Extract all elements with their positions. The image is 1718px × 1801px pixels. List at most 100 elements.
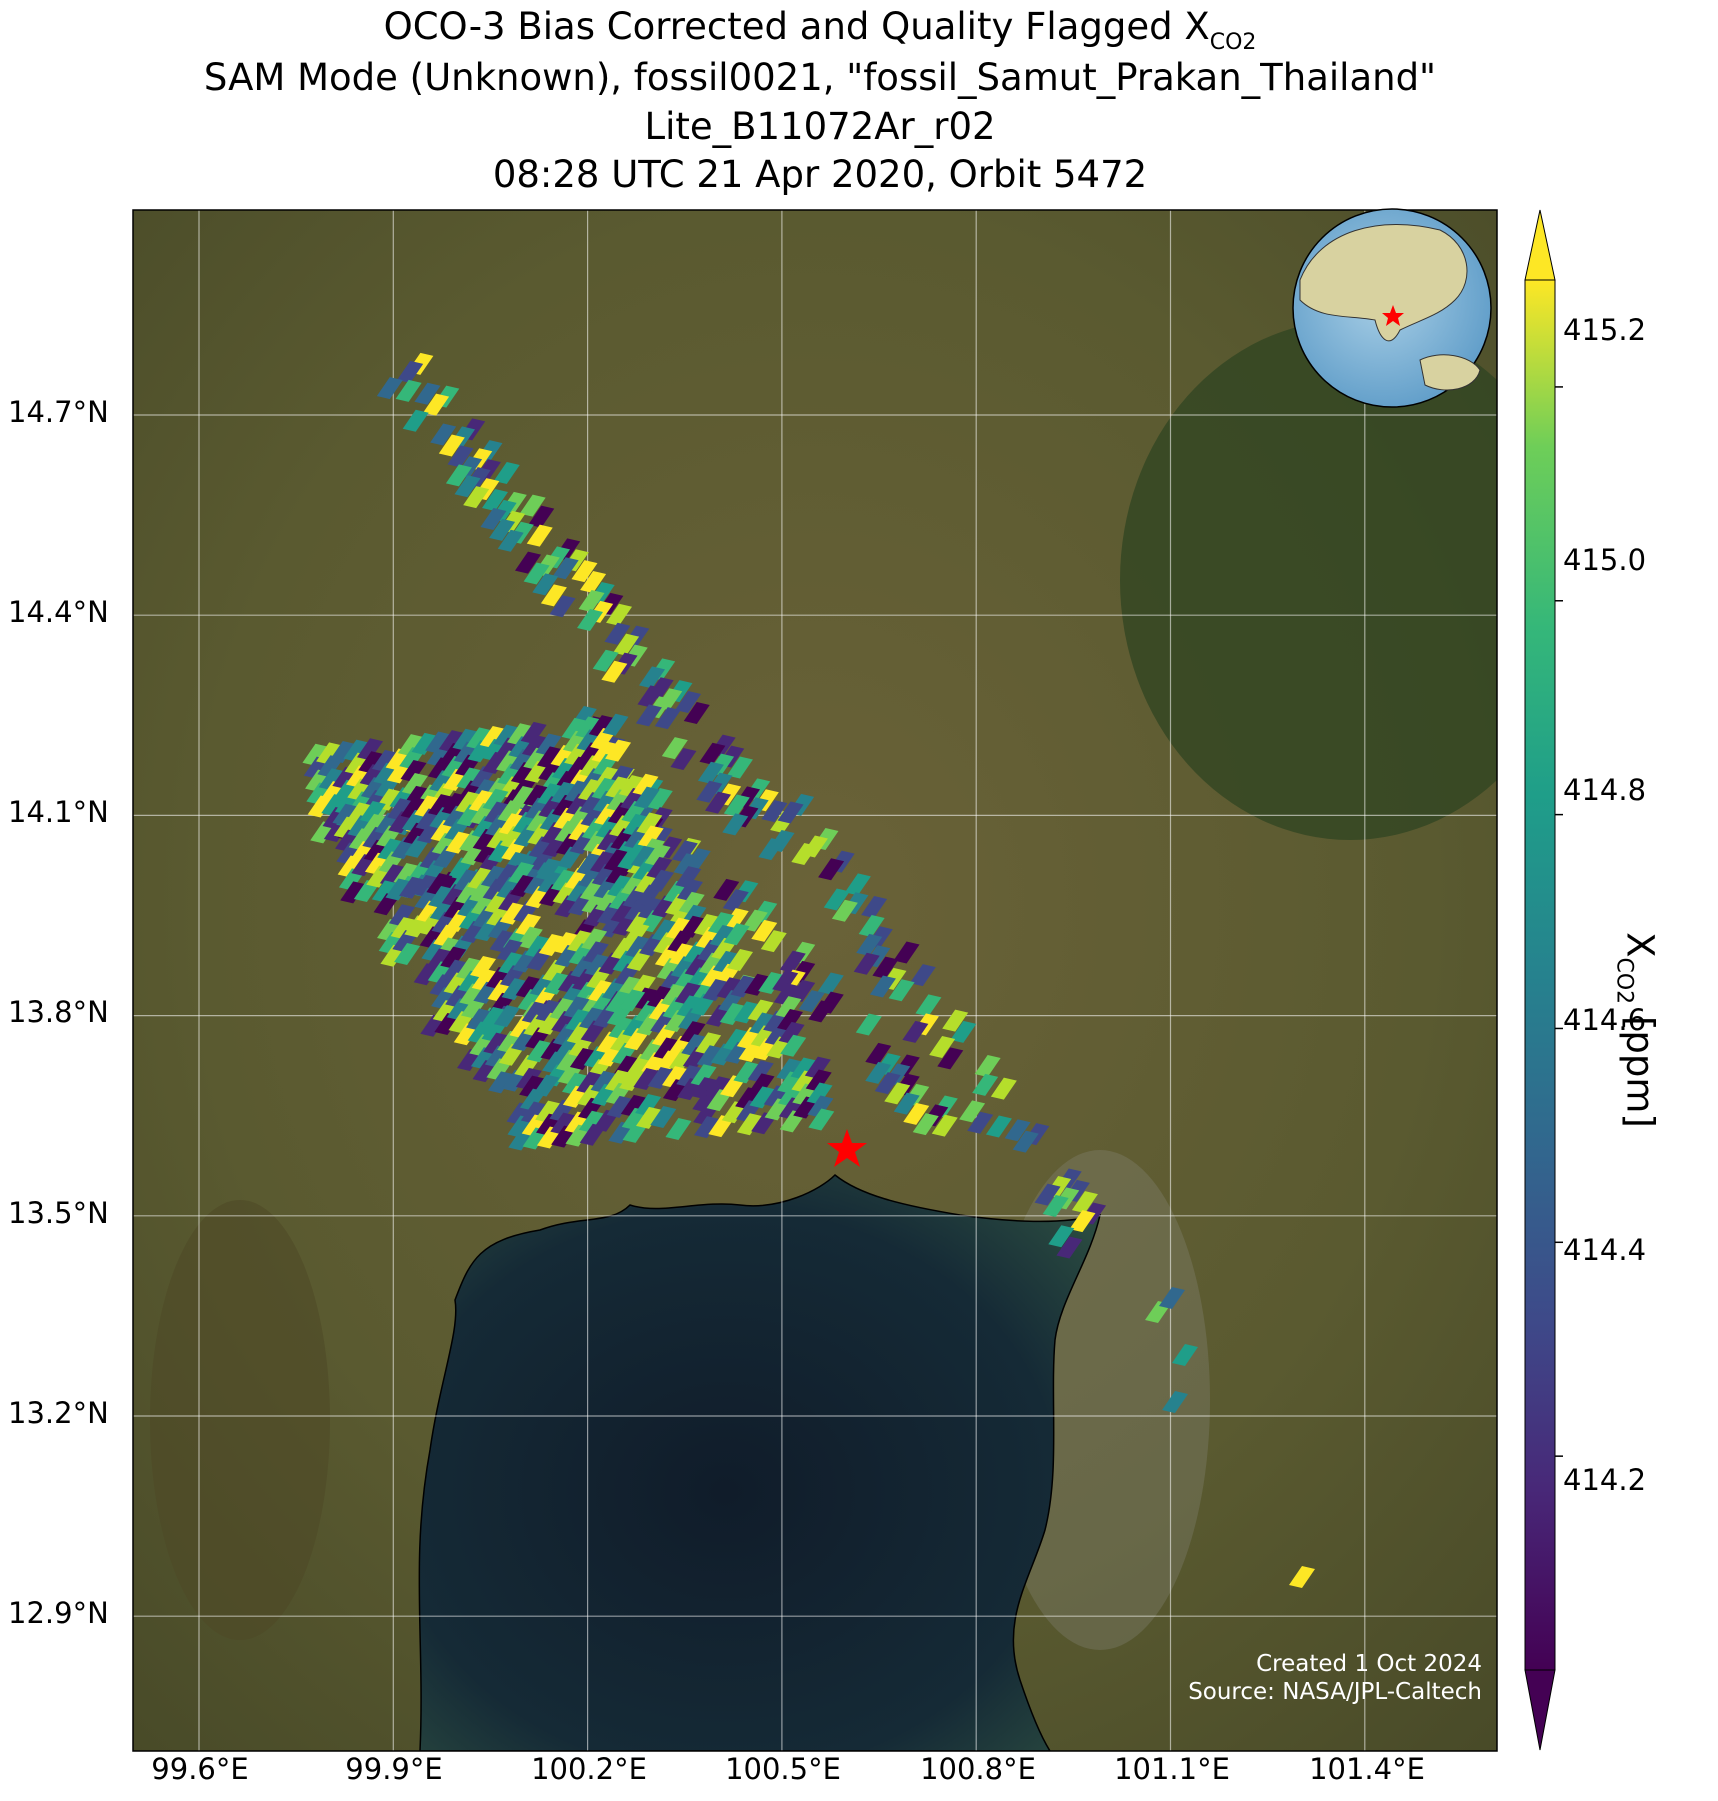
sounding-cell bbox=[972, 1073, 999, 1096]
lat-tick-label: 13.2°N bbox=[8, 1396, 109, 1430]
sounding-cell bbox=[678, 891, 705, 914]
sounding-cell bbox=[779, 950, 806, 973]
sounding-cell bbox=[1289, 1566, 1315, 1588]
sounding-cell bbox=[605, 776, 632, 799]
colorbar bbox=[1524, 209, 1563, 1751]
sounding-cell bbox=[441, 959, 468, 982]
sounding-cell bbox=[515, 1067, 542, 1090]
sounding-cell bbox=[651, 919, 678, 942]
plot-title-line3: Lite_B11072Ar_r02 bbox=[644, 105, 996, 148]
sounding-cell bbox=[456, 767, 483, 790]
sounding-cell bbox=[605, 739, 632, 762]
sounding-cell bbox=[452, 728, 479, 751]
sounding-cell bbox=[537, 871, 564, 894]
sounding-cell bbox=[1071, 1191, 1098, 1214]
sounding-cell bbox=[430, 423, 457, 446]
sounding-cell bbox=[516, 926, 543, 949]
sounding-cell bbox=[514, 551, 541, 574]
sounding-cell bbox=[455, 957, 482, 980]
sounding-cell bbox=[346, 802, 373, 825]
sounding-cell bbox=[520, 721, 547, 744]
sounding-cell bbox=[480, 507, 507, 530]
sounding-cell bbox=[582, 941, 609, 964]
sounding-cell bbox=[426, 948, 453, 971]
sounding-cell bbox=[414, 382, 441, 405]
sounding-cell bbox=[635, 704, 662, 727]
sounding-cell bbox=[441, 792, 468, 815]
sounding-cell bbox=[650, 1105, 677, 1128]
sounding-cell bbox=[723, 923, 750, 946]
sounding-cell bbox=[575, 716, 602, 739]
sounding-cell bbox=[974, 1054, 1001, 1077]
sounding-cell bbox=[733, 1061, 760, 1084]
lon-tick-label: 100.5°E bbox=[725, 1752, 841, 1786]
sounding-cell bbox=[565, 1009, 592, 1032]
sounding-cell bbox=[489, 930, 516, 953]
lon-tick-label: 99.6°E bbox=[151, 1752, 249, 1786]
sounding-cell bbox=[549, 998, 576, 1021]
colorbar-tick-label: 414.8 bbox=[1563, 773, 1647, 807]
sounding-cell bbox=[561, 1072, 588, 1095]
sounding-cell bbox=[673, 853, 700, 876]
sounding-cell bbox=[576, 1071, 603, 1094]
sounding-cell bbox=[893, 1092, 920, 1115]
sounding-cell bbox=[744, 973, 771, 996]
sounding-cell bbox=[675, 691, 702, 714]
sounding-cell bbox=[696, 1045, 723, 1068]
sounding-cell bbox=[791, 843, 818, 866]
sounding-cell bbox=[402, 409, 429, 432]
colorbar-tick-label: 415.2 bbox=[1563, 313, 1647, 347]
sounding-cell bbox=[501, 978, 528, 1001]
colorbar-tick-label: 414.4 bbox=[1563, 1233, 1647, 1267]
sounding-cell bbox=[619, 989, 646, 1012]
sounding-cell bbox=[567, 930, 594, 953]
sounding-cell bbox=[526, 1040, 553, 1063]
sounding-cell bbox=[817, 972, 844, 995]
sounding-cell bbox=[893, 941, 920, 964]
sounding-cell bbox=[705, 1076, 732, 1099]
sounding-cell bbox=[777, 801, 804, 824]
sounding-cell bbox=[343, 739, 370, 762]
lat-tick-label: 14.1°N bbox=[8, 795, 109, 829]
sounding-cell bbox=[387, 798, 414, 821]
sounding-cell bbox=[550, 869, 577, 892]
sounding-cell bbox=[726, 756, 753, 779]
sounding-cell bbox=[332, 803, 359, 826]
sounding-cell bbox=[591, 777, 618, 800]
sounding-cell bbox=[808, 1108, 835, 1131]
sounding-cell bbox=[538, 933, 565, 956]
sounding-cell bbox=[695, 1032, 722, 1055]
sounding-cell bbox=[590, 851, 617, 874]
sounding-cell bbox=[749, 1012, 776, 1035]
sounding-cell bbox=[428, 885, 455, 908]
sounding-cell bbox=[679, 1021, 706, 1044]
sounding-cell bbox=[515, 976, 542, 999]
sounding-cell bbox=[831, 899, 858, 922]
sounding-cell bbox=[775, 996, 802, 1019]
sounding-cell bbox=[747, 1060, 774, 1083]
plot-title-line1: OCO-3 Bias Corrected and Quality Flagged… bbox=[383, 5, 1257, 56]
sounding-cell bbox=[581, 928, 608, 951]
sounding-cell bbox=[632, 773, 659, 796]
sounding-cell bbox=[613, 633, 640, 656]
sounding-cell bbox=[329, 740, 356, 763]
sounding-cell bbox=[468, 790, 495, 813]
sounding-cell bbox=[990, 1077, 1017, 1100]
sounding-cell bbox=[466, 727, 493, 750]
sounding-cell bbox=[606, 603, 633, 626]
sounding-cell bbox=[561, 717, 588, 740]
sounding-cell bbox=[902, 1020, 929, 1043]
sounding-cell bbox=[1056, 1236, 1083, 1259]
sounding-cell bbox=[580, 571, 607, 594]
sounding-cell bbox=[535, 733, 562, 756]
lon-tick-label: 101.1°E bbox=[1114, 1752, 1230, 1786]
sounding-cell bbox=[808, 1000, 835, 1023]
sounding-cell bbox=[805, 1069, 832, 1092]
sounding-cell bbox=[644, 843, 671, 866]
sounding-cell bbox=[704, 791, 731, 814]
sounding-cell bbox=[523, 784, 550, 807]
sounding-cell bbox=[605, 991, 632, 1014]
sounding-cell bbox=[654, 707, 681, 730]
sounding-cell bbox=[508, 862, 535, 885]
sounding-cell bbox=[722, 908, 749, 931]
